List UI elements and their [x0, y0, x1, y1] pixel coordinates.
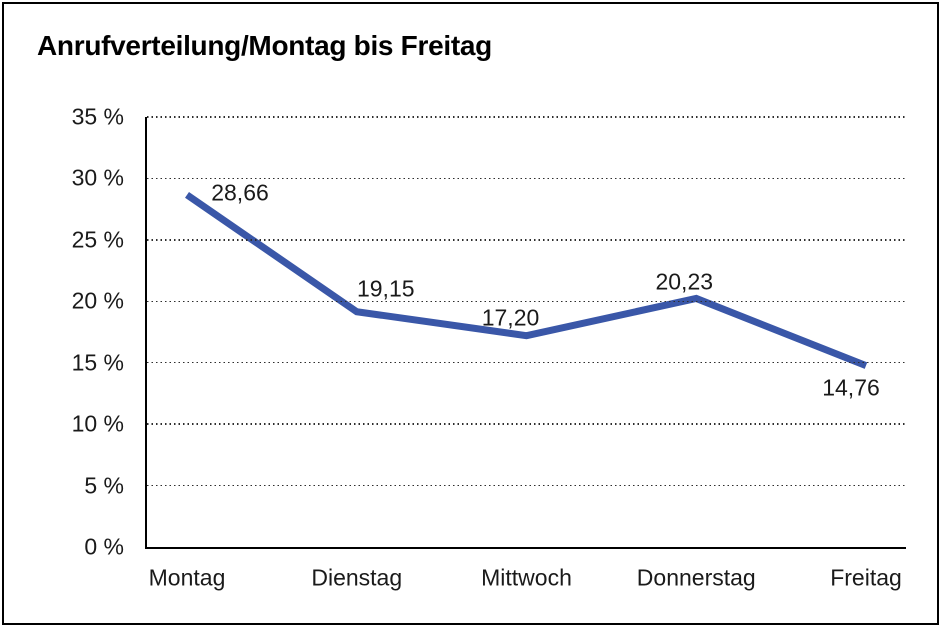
x-tick-label: Mittwoch: [481, 564, 572, 591]
data-label: 20,23: [655, 268, 714, 295]
x-axis-line: [145, 547, 906, 549]
data-label: 19,15: [356, 275, 415, 302]
y-tick-label: 20 %: [71, 287, 124, 314]
y-tick-label: 15 %: [71, 349, 124, 376]
gridline: [147, 239, 906, 241]
gridline: [147, 300, 906, 303]
x-tick-label: Dienstag: [311, 564, 403, 591]
y-tick-label: 0 %: [84, 533, 124, 560]
data-line: [185, 192, 868, 369]
data-label: 28,66: [211, 179, 269, 206]
chart-title: Anrufverteilung/Montag bis Freitag: [37, 30, 492, 61]
x-tick-label: Donnerstag: [636, 564, 756, 591]
y-tick-label: 35 %: [71, 103, 124, 130]
data-label: 17,20: [481, 304, 540, 331]
gridline: [147, 361, 906, 364]
y-tick-label: 25 %: [71, 226, 124, 253]
gridline: [147, 484, 906, 487]
y-tick-label: 10 %: [71, 410, 124, 437]
y-tick-label: 5 %: [84, 472, 124, 499]
gridline: [147, 177, 906, 180]
y-tick-label: 30 %: [71, 164, 124, 191]
x-tick-label: Freitag: [830, 564, 902, 591]
data-label: 14,76: [822, 374, 880, 401]
line-series-svg: [185, 192, 868, 369]
gridline: [147, 116, 906, 118]
plot-area: [147, 117, 906, 547]
gridline: [147, 423, 906, 425]
y-axis-line: [145, 117, 147, 549]
x-tick-label: Montag: [148, 564, 226, 591]
